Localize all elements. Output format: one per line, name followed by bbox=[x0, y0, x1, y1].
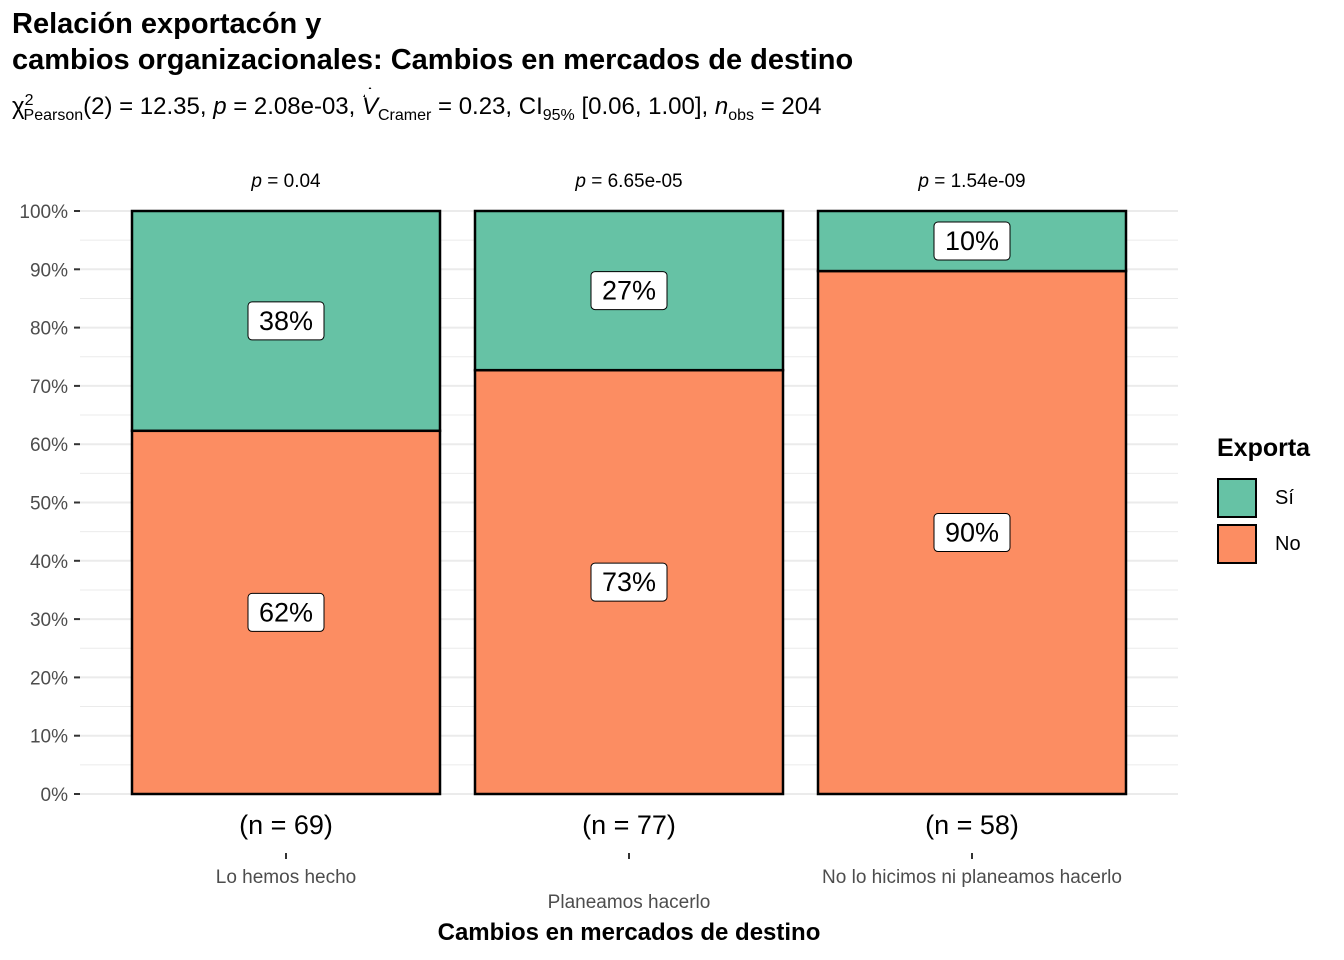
y-tick-label: 20% bbox=[30, 668, 68, 689]
legend-title: Exporta bbox=[1217, 434, 1311, 462]
chart-title: Relación exportacón y cambios organizaci… bbox=[12, 6, 853, 78]
subtitle-n-sub: obs bbox=[728, 107, 755, 124]
subtitle-chi-sup: 2 bbox=[24, 92, 34, 109]
subtitle-v-sub: Cramer bbox=[378, 107, 432, 124]
y-tick-label: 50% bbox=[30, 494, 68, 515]
x-tick-label: Planeamos hacerlo bbox=[548, 892, 711, 913]
chart-title-line2: cambios organizacionales: Cambios en mer… bbox=[12, 44, 854, 76]
legend-key-si bbox=[1217, 478, 1257, 518]
data-label-box bbox=[933, 513, 1011, 553]
x-axis-title: Cambios en mercados de destino bbox=[438, 919, 821, 946]
data-label: 62% bbox=[259, 597, 313, 627]
subtitle-ci-value: [0.06, 1.00], bbox=[574, 93, 715, 120]
y-tick-label: 80% bbox=[30, 319, 68, 340]
subtitle-p-value: = 2.08e-03, bbox=[226, 93, 362, 120]
data-label: 90% bbox=[945, 518, 999, 548]
legend: Exporta Sí No bbox=[1217, 434, 1310, 567]
subtitle-df: (2) = 12.35, bbox=[83, 93, 214, 120]
y-tick-label: 10% bbox=[30, 727, 68, 748]
data-label-box bbox=[590, 271, 668, 311]
legend-item-si: Sí bbox=[1217, 475, 1310, 521]
data-label: 27% bbox=[602, 276, 656, 306]
y-tick-label: 90% bbox=[30, 260, 68, 281]
chart-title-line1: Relación exportacón y bbox=[12, 8, 322, 40]
legend-label-no: No bbox=[1275, 532, 1301, 555]
subtitle-v-value: = 0.23, CI bbox=[431, 93, 543, 120]
y-tick-label: 100% bbox=[19, 202, 68, 223]
data-label: 73% bbox=[602, 567, 656, 597]
y-tick-label: 60% bbox=[30, 435, 68, 456]
data-label: 38% bbox=[259, 306, 313, 336]
subtitle-chi: χ bbox=[12, 93, 25, 120]
subtitle-ci-sub: 95% bbox=[542, 107, 575, 124]
data-label-box bbox=[247, 592, 325, 632]
legend-key-no bbox=[1217, 524, 1257, 564]
subtitle-n-value: = 204 bbox=[754, 93, 822, 120]
subtitle-n-label: n bbox=[714, 93, 729, 120]
p-value-label: p = 6.65e-05 bbox=[574, 171, 682, 192]
y-tick-label: 0% bbox=[41, 785, 69, 806]
subtitle-p-label: p bbox=[213, 93, 227, 120]
data-label: 10% bbox=[945, 226, 999, 256]
subtitle-v-label: V bbox=[361, 93, 378, 120]
x-tick-label: No lo hicimos ni planeamos hacerlo bbox=[822, 867, 1122, 888]
n-count-label: (n = 58) bbox=[925, 810, 1019, 840]
legend-label-si: Sí bbox=[1275, 486, 1294, 509]
data-label-box bbox=[247, 301, 325, 341]
p-value-label: p = 0.04 bbox=[250, 171, 321, 192]
p-value-label: p = 1.54e-09 bbox=[917, 171, 1025, 192]
data-label-box bbox=[933, 221, 1011, 261]
chart-subtitle: χ2Pearson(2) = 12.35, p = 2.08e-03, VCra… bbox=[12, 92, 821, 125]
n-count-label: (n = 69) bbox=[239, 810, 333, 840]
subtitle-chi-sub: Pearson bbox=[23, 107, 84, 124]
y-tick-label: 70% bbox=[30, 377, 68, 398]
legend-item-no: No bbox=[1217, 521, 1310, 567]
data-label-box bbox=[590, 562, 668, 602]
n-count-label: (n = 77) bbox=[582, 810, 676, 840]
y-tick-label: 30% bbox=[30, 610, 68, 631]
x-tick-label: Lo hemos hecho bbox=[216, 867, 357, 888]
y-tick-label: 40% bbox=[30, 552, 68, 573]
